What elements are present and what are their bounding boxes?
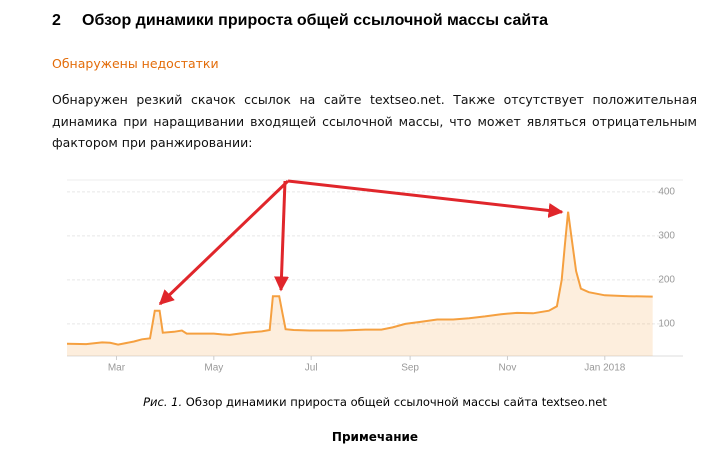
y-tick-label: 200 <box>658 275 675 286</box>
y-tick-label: 400 <box>658 187 675 198</box>
arrow <box>158 179 290 306</box>
arrow <box>274 180 289 292</box>
line <box>66 211 653 346</box>
x-tick-label: May <box>204 363 223 374</box>
subheading: Обнаружены недостатки <box>52 56 219 71</box>
arrow <box>287 179 564 218</box>
caption-label: Рис. 1. <box>143 395 183 409</box>
caption-text: Обзор динамики прироста общей ссылочной … <box>185 395 607 409</box>
x-tick-label: Nov <box>499 363 517 374</box>
y-tick-label: 100 <box>658 319 675 330</box>
x-tick-label: Jul <box>305 363 318 374</box>
section-number: 2 <box>52 12 61 29</box>
section-title: Обзор динамики прироста общей ссылочной … <box>82 12 548 29</box>
note: Примечание <box>331 430 419 444</box>
x-tick-label: Sep <box>401 363 419 374</box>
x-tick-label: Jan 2018 <box>584 363 626 374</box>
x-tick-label: Mar <box>108 363 126 374</box>
paragraph: Обнаружен резкий скачок ссылок на сайте … <box>52 92 697 150</box>
y-tick-label: 300 <box>658 231 675 242</box>
caption: Рис. 1. Обзор динамики прироста общей сс… <box>0 395 721 409</box>
area <box>67 211 653 356</box>
